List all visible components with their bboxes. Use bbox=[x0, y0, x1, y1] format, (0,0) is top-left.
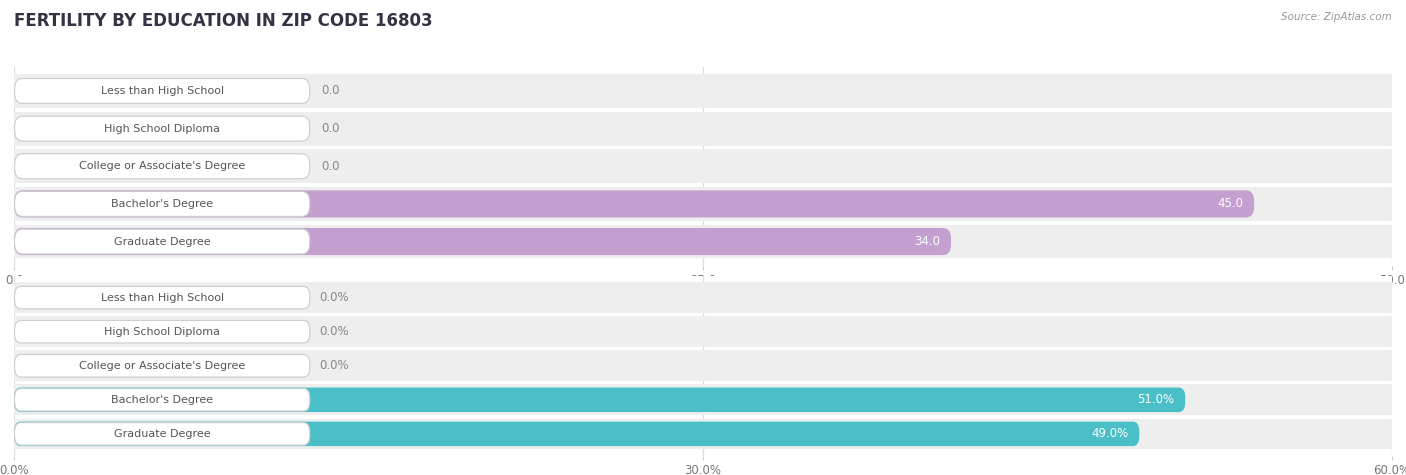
Text: 0.0: 0.0 bbox=[322, 85, 340, 97]
FancyBboxPatch shape bbox=[14, 190, 1254, 218]
Text: Bachelor's Degree: Bachelor's Degree bbox=[111, 395, 214, 405]
FancyBboxPatch shape bbox=[14, 354, 309, 377]
FancyBboxPatch shape bbox=[14, 191, 309, 216]
Text: Source: ZipAtlas.com: Source: ZipAtlas.com bbox=[1281, 12, 1392, 22]
FancyBboxPatch shape bbox=[14, 286, 309, 309]
Bar bbox=[14, 384, 1392, 415]
Text: Less than High School: Less than High School bbox=[101, 86, 224, 96]
Text: Bachelor's Degree: Bachelor's Degree bbox=[111, 199, 214, 209]
Bar bbox=[14, 316, 1392, 347]
Text: College or Associate's Degree: College or Associate's Degree bbox=[79, 361, 245, 371]
Bar bbox=[14, 418, 1392, 449]
Text: High School Diploma: High School Diploma bbox=[104, 327, 221, 337]
FancyBboxPatch shape bbox=[14, 154, 309, 179]
Text: Graduate Degree: Graduate Degree bbox=[114, 429, 211, 439]
FancyBboxPatch shape bbox=[14, 389, 309, 411]
Bar bbox=[14, 187, 1392, 221]
Text: 0.0%: 0.0% bbox=[319, 359, 349, 372]
Text: 51.0%: 51.0% bbox=[1137, 393, 1174, 406]
FancyBboxPatch shape bbox=[14, 388, 1185, 412]
FancyBboxPatch shape bbox=[14, 422, 1139, 446]
FancyBboxPatch shape bbox=[14, 229, 309, 254]
FancyBboxPatch shape bbox=[14, 78, 309, 104]
Text: 0.0: 0.0 bbox=[322, 160, 340, 173]
FancyBboxPatch shape bbox=[14, 228, 950, 255]
Text: 0.0%: 0.0% bbox=[319, 291, 349, 304]
Bar bbox=[14, 112, 1392, 145]
Bar bbox=[14, 149, 1392, 183]
Bar bbox=[14, 74, 1392, 108]
Text: FERTILITY BY EDUCATION IN ZIP CODE 16803: FERTILITY BY EDUCATION IN ZIP CODE 16803 bbox=[14, 12, 433, 30]
Bar bbox=[14, 282, 1392, 313]
Text: 45.0: 45.0 bbox=[1218, 198, 1243, 210]
Text: 49.0%: 49.0% bbox=[1091, 428, 1128, 440]
Text: High School Diploma: High School Diploma bbox=[104, 124, 221, 133]
Text: 0.0%: 0.0% bbox=[319, 325, 349, 338]
Text: 0.0: 0.0 bbox=[322, 122, 340, 135]
FancyBboxPatch shape bbox=[14, 321, 309, 343]
Text: Graduate Degree: Graduate Degree bbox=[114, 237, 211, 247]
Text: 34.0: 34.0 bbox=[914, 235, 941, 248]
Bar bbox=[14, 225, 1392, 258]
FancyBboxPatch shape bbox=[14, 116, 309, 141]
Text: College or Associate's Degree: College or Associate's Degree bbox=[79, 161, 245, 171]
Bar bbox=[14, 351, 1392, 381]
Text: Less than High School: Less than High School bbox=[101, 293, 224, 303]
FancyBboxPatch shape bbox=[14, 423, 309, 445]
